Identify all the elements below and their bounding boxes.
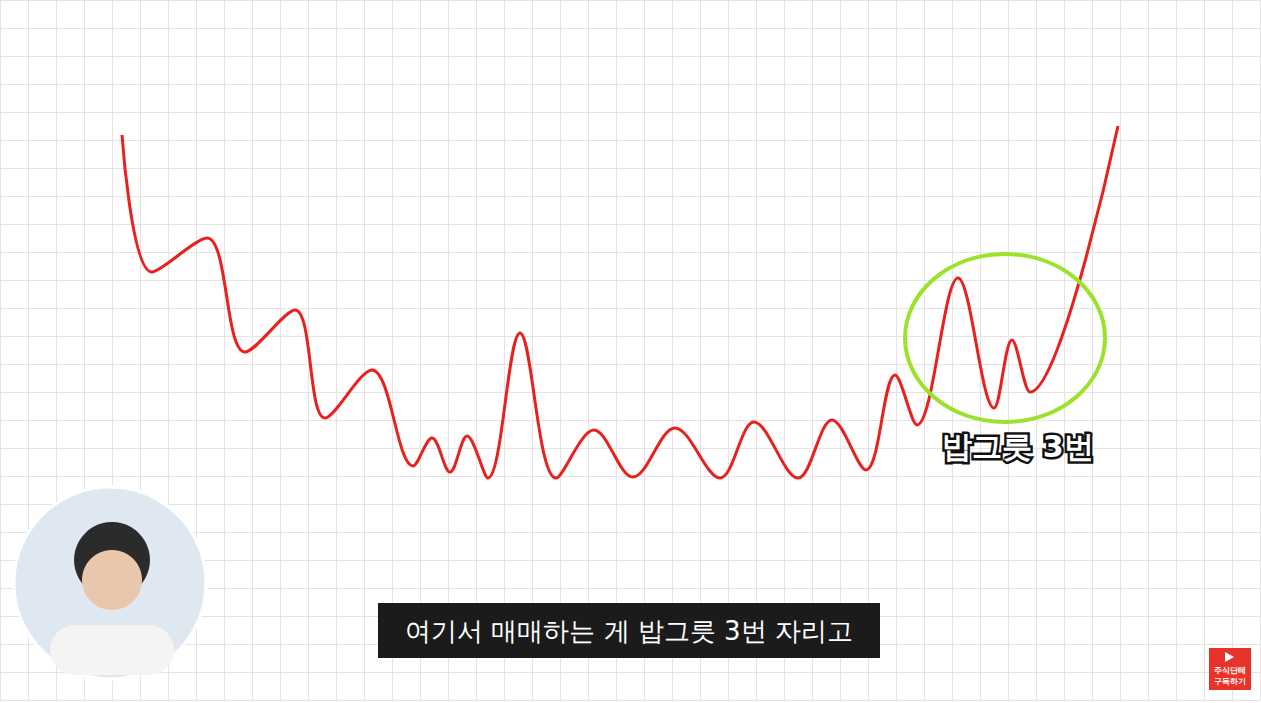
svg-text:구독하기: 구독하기 [1214, 677, 1246, 686]
svg-text:주식단테: 주식단테 [1214, 666, 1246, 675]
svg-text:밥그릇 3번: 밥그릇 3번 [942, 429, 1093, 464]
svg-text:여기서 매매하는 게 밥그릇 3번 자리고: 여기서 매매하는 게 밥그릇 3번 자리고 [405, 616, 853, 646]
